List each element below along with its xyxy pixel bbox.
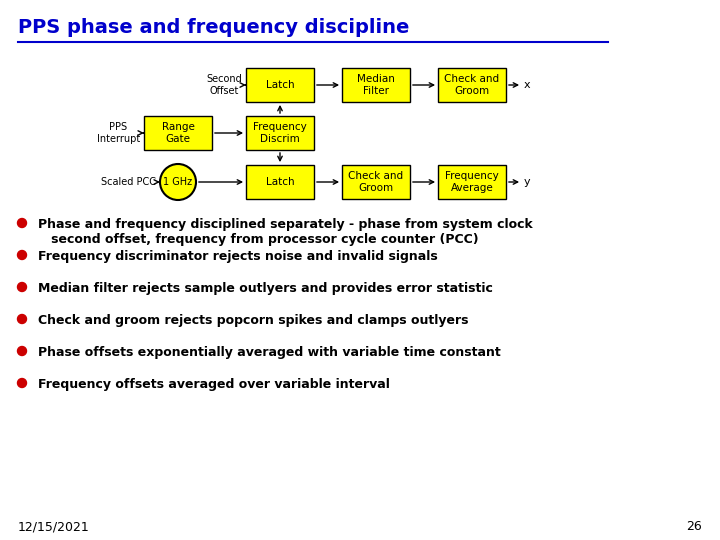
Text: Latch: Latch: [266, 177, 294, 187]
Text: y: y: [524, 177, 531, 187]
FancyBboxPatch shape: [342, 68, 410, 102]
Text: Frequency offsets averaged over variable interval: Frequency offsets averaged over variable…: [38, 378, 390, 391]
FancyBboxPatch shape: [246, 68, 314, 102]
Text: Frequency
Discrim: Frequency Discrim: [253, 122, 307, 144]
Text: 12/15/2021: 12/15/2021: [18, 520, 90, 533]
FancyBboxPatch shape: [438, 165, 506, 199]
Circle shape: [17, 219, 27, 227]
Text: Range
Gate: Range Gate: [161, 122, 194, 144]
Circle shape: [17, 347, 27, 355]
Text: Check and
Groom: Check and Groom: [348, 171, 404, 193]
FancyBboxPatch shape: [144, 116, 212, 150]
Text: Median
Filter: Median Filter: [357, 74, 395, 96]
Text: Median filter rejects sample outlyers and provides error statistic: Median filter rejects sample outlyers an…: [38, 282, 493, 295]
Text: Check and
Groom: Check and Groom: [444, 74, 500, 96]
Text: Second
Offset: Second Offset: [206, 74, 242, 96]
FancyBboxPatch shape: [246, 116, 314, 150]
Text: Check and groom rejects popcorn spikes and clamps outlyers: Check and groom rejects popcorn spikes a…: [38, 314, 469, 327]
Text: 1 GHz: 1 GHz: [163, 177, 192, 187]
Text: Frequency discriminator rejects noise and invalid signals: Frequency discriminator rejects noise an…: [38, 250, 438, 263]
Text: Phase offsets exponentially averaged with variable time constant: Phase offsets exponentially averaged wit…: [38, 346, 500, 359]
Text: PPS phase and frequency discipline: PPS phase and frequency discipline: [18, 18, 410, 37]
Circle shape: [160, 164, 196, 200]
Text: 26: 26: [686, 520, 702, 533]
Text: Latch: Latch: [266, 80, 294, 90]
Text: Scaled PCC: Scaled PCC: [101, 177, 156, 187]
Text: PPS
Interrupt: PPS Interrupt: [96, 122, 140, 144]
Text: Frequency
Average: Frequency Average: [445, 171, 499, 193]
Circle shape: [17, 314, 27, 323]
Circle shape: [17, 379, 27, 388]
Text: x: x: [524, 80, 531, 90]
FancyBboxPatch shape: [246, 165, 314, 199]
FancyBboxPatch shape: [438, 68, 506, 102]
Text: Phase and frequency disciplined separately - phase from system clock
   second o: Phase and frequency disciplined separate…: [38, 218, 533, 246]
Circle shape: [17, 282, 27, 292]
Circle shape: [17, 251, 27, 260]
FancyBboxPatch shape: [342, 165, 410, 199]
